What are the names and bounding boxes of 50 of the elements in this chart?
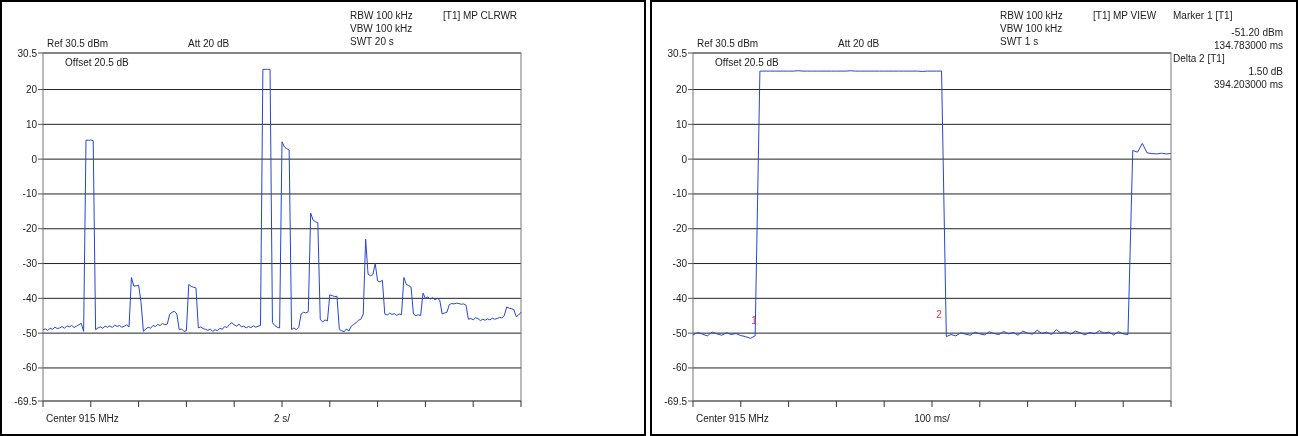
text: Center 915 MHz xyxy=(696,413,769,424)
text: Att 20 dB xyxy=(188,38,230,49)
annotation: 2 xyxy=(936,309,943,320)
text: [T1] MP CLRWR xyxy=(443,10,518,21)
text: -51.20 dBm xyxy=(1231,27,1283,38)
y-tick-label: 10 xyxy=(25,118,38,130)
text: VBW 100 kHz xyxy=(1000,23,1063,34)
text: [T1] MP VIEW xyxy=(1093,10,1157,21)
y-tick-label: -20 xyxy=(22,223,38,235)
y-tick-label: -20 xyxy=(672,223,688,235)
text: SWT 1 s xyxy=(1000,36,1039,47)
y-tick-label: -69.5 xyxy=(14,395,38,407)
y-tick-label: -30 xyxy=(672,258,688,270)
text: 1.50 dB xyxy=(1248,66,1284,77)
text: Ref 30.5 dBm xyxy=(697,38,759,49)
line-series xyxy=(42,68,522,333)
y-tick-label: 30.5 xyxy=(667,47,688,59)
text: Center 915 MHz xyxy=(46,413,119,424)
text: RBW 100 kHz xyxy=(350,10,413,21)
annotation: Offset 20.5 dB xyxy=(65,57,130,68)
y-tick-label: -40 xyxy=(22,292,38,304)
text: Att 20 dB xyxy=(838,38,880,49)
text: 134.783000 ms xyxy=(1214,40,1283,51)
annotation: 1 xyxy=(751,315,758,326)
y-tick-label: -50 xyxy=(672,327,688,339)
y-tick-label: 0 xyxy=(31,153,38,165)
text: 394.203000 ms xyxy=(1214,79,1283,90)
text: SWT 20 s xyxy=(350,36,394,47)
y-tick-label: 0 xyxy=(681,153,688,165)
y-tick-label: -10 xyxy=(22,188,38,200)
y-tick-label: 20 xyxy=(25,84,38,96)
text: Ref 30.5 dBm xyxy=(47,38,109,49)
annotation: Offset 20.5 dB xyxy=(715,57,780,68)
y-tick-label: -10 xyxy=(672,188,688,200)
y-tick-label: 10 xyxy=(675,118,688,130)
y-tick-label: -50 xyxy=(22,327,38,339)
y-tick-label: 30.5 xyxy=(17,47,38,59)
y-tick-label: 20 xyxy=(675,84,688,96)
y-tick-label: -60 xyxy=(672,362,688,374)
y-tick-label: -69.5 xyxy=(664,395,688,407)
text: Delta 2 [T1] xyxy=(1173,53,1225,64)
text: VBW 100 kHz xyxy=(350,23,413,34)
line-series xyxy=(692,70,1172,339)
text: Marker 1 [T1] xyxy=(1173,10,1233,21)
y-tick-label: -30 xyxy=(22,258,38,270)
text: RBW 100 kHz xyxy=(1000,10,1063,21)
text: 2 s/ xyxy=(273,413,291,424)
y-tick-label: -60 xyxy=(22,362,38,374)
text: 100 ms/ xyxy=(914,413,950,424)
y-tick-label: -40 xyxy=(672,292,688,304)
